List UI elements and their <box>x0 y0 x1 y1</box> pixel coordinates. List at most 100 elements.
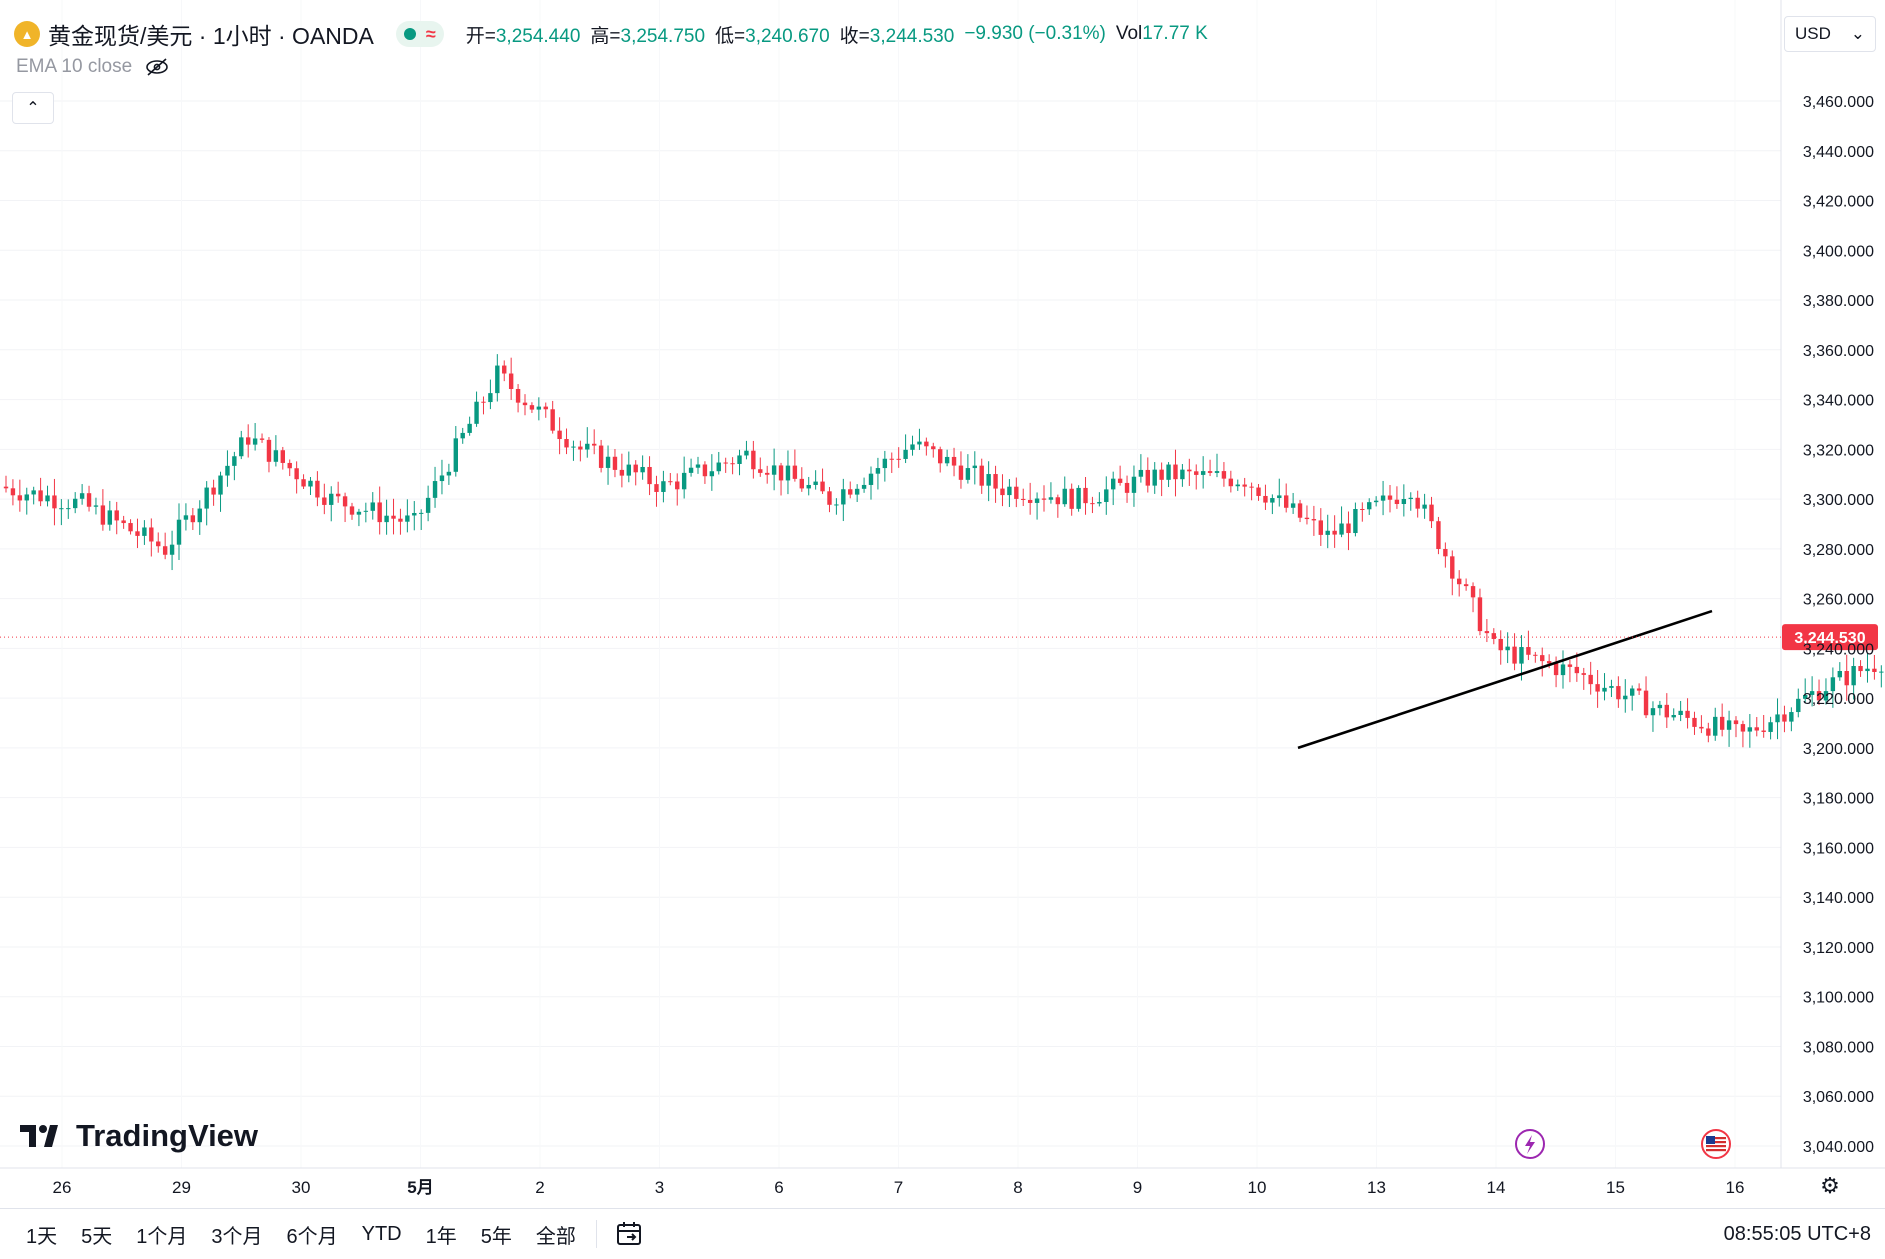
candle <box>1685 698 1690 729</box>
indicator-label[interactable]: EMA 10 close <box>16 56 133 77</box>
range-5d[interactable]: 5天 <box>81 1225 113 1248</box>
candle <box>813 470 818 490</box>
candle <box>1346 511 1351 551</box>
candle <box>592 429 597 455</box>
candle <box>924 437 929 456</box>
ohlc-label: 收= <box>839 25 870 47</box>
candle <box>841 478 846 522</box>
candle <box>1360 502 1365 522</box>
candle <box>619 453 625 488</box>
candle <box>1429 496 1434 529</box>
candle <box>1048 482 1054 504</box>
candle <box>1450 550 1455 596</box>
last-price-badge <box>1782 624 1878 651</box>
candle <box>910 435 915 456</box>
candle <box>1574 652 1580 682</box>
range-3m[interactable]: 3个月 <box>211 1225 263 1248</box>
candle <box>1083 476 1088 515</box>
lightning-event-icon[interactable] <box>1515 1129 1545 1159</box>
candle <box>1235 479 1240 491</box>
y-tick-label: 3,460.000 <box>1803 94 1874 111</box>
candle <box>488 379 493 410</box>
candle <box>578 440 583 462</box>
candle <box>502 360 507 382</box>
candle <box>1131 465 1137 507</box>
candle <box>1872 654 1877 680</box>
candle <box>1124 475 1130 503</box>
candle <box>1713 707 1718 741</box>
candle <box>1463 578 1469 591</box>
candle <box>1671 708 1676 721</box>
candle <box>342 492 348 523</box>
y-tick-label: 3,140.000 <box>1803 890 1874 907</box>
candle <box>965 454 971 484</box>
price-chart[interactable]: 3,244.530 3,040.000 3,060.000 3,080.000 3,1… <box>0 0 1885 1208</box>
y-tick-label: 3,180.000 <box>1803 791 1874 808</box>
ohlc-value: 3,240.670 <box>745 25 830 47</box>
candle <box>1830 667 1836 708</box>
candle <box>1069 483 1074 516</box>
candle <box>1401 484 1407 517</box>
candle <box>1526 630 1531 661</box>
candle <box>3 475 9 493</box>
range-1y[interactable]: 1年 <box>425 1225 457 1248</box>
status-wave-icon: ≈ <box>425 23 436 44</box>
candle <box>45 485 50 507</box>
candle <box>1408 492 1413 511</box>
candle <box>1304 505 1310 525</box>
candle <box>585 427 590 458</box>
candle <box>24 487 29 515</box>
candle <box>460 427 465 444</box>
calendar-goto-icon[interactable] <box>615 1220 645 1248</box>
candle <box>93 497 99 515</box>
candle <box>1117 465 1123 486</box>
candle <box>688 458 694 477</box>
candle <box>1664 693 1669 728</box>
eye-hidden-icon[interactable] <box>144 57 170 77</box>
trend-line[interactable] <box>1297 609 1713 750</box>
market-status[interactable]: ≈ <box>395 21 444 47</box>
range-1m[interactable]: 1个月 <box>136 1225 188 1248</box>
candle <box>1284 483 1289 513</box>
range-6m[interactable]: 6个月 <box>286 1225 338 1248</box>
symbol-title[interactable]: 黄金现货/美元 · 1小时 · OANDA <box>48 23 374 49</box>
candle <box>1540 647 1545 677</box>
candle <box>1021 488 1026 507</box>
candle <box>695 456 701 474</box>
range-1d[interactable]: 1天 <box>26 1225 58 1248</box>
x-tick-label: 9 <box>1133 1178 1142 1197</box>
candle <box>259 433 265 443</box>
candle <box>107 500 112 531</box>
candle <box>1726 710 1732 747</box>
candle <box>1394 486 1400 509</box>
y-tick-label: 3,400.000 <box>1803 243 1874 260</box>
candle <box>1630 685 1635 711</box>
range-5y[interactable]: 5年 <box>480 1225 512 1248</box>
range-ytd[interactable]: YTD <box>361 1222 402 1245</box>
candle <box>1311 505 1317 536</box>
ohlc-value: 3,254.750 <box>620 25 706 47</box>
candle <box>1380 480 1386 516</box>
candle <box>529 402 535 413</box>
candle <box>605 445 611 485</box>
currency-selector[interactable]: USD ⌄ <box>1784 16 1876 52</box>
candle <box>1470 582 1476 613</box>
candle <box>1187 458 1192 486</box>
candle <box>716 451 721 475</box>
candle <box>266 437 272 473</box>
candle <box>1803 678 1808 703</box>
candle <box>1491 628 1496 645</box>
clock-timezone[interactable]: 08:55:05 UTC+8 <box>1723 1222 1871 1245</box>
candle <box>176 503 182 561</box>
candle <box>315 471 320 507</box>
us-flag-event-icon[interactable] <box>1701 1129 1731 1159</box>
candle <box>903 434 908 464</box>
chevron-down-icon: ⌄ <box>1850 24 1865 43</box>
candle <box>329 486 334 522</box>
candle <box>612 449 618 478</box>
collapse-legend-button[interactable]: ⌃ <box>12 92 54 124</box>
chart-settings-icon[interactable]: ⚙ <box>1820 1173 1840 1198</box>
x-tick-label: 3 <box>655 1178 664 1197</box>
candle <box>1242 477 1247 497</box>
range-all[interactable]: 全部 <box>535 1225 576 1248</box>
